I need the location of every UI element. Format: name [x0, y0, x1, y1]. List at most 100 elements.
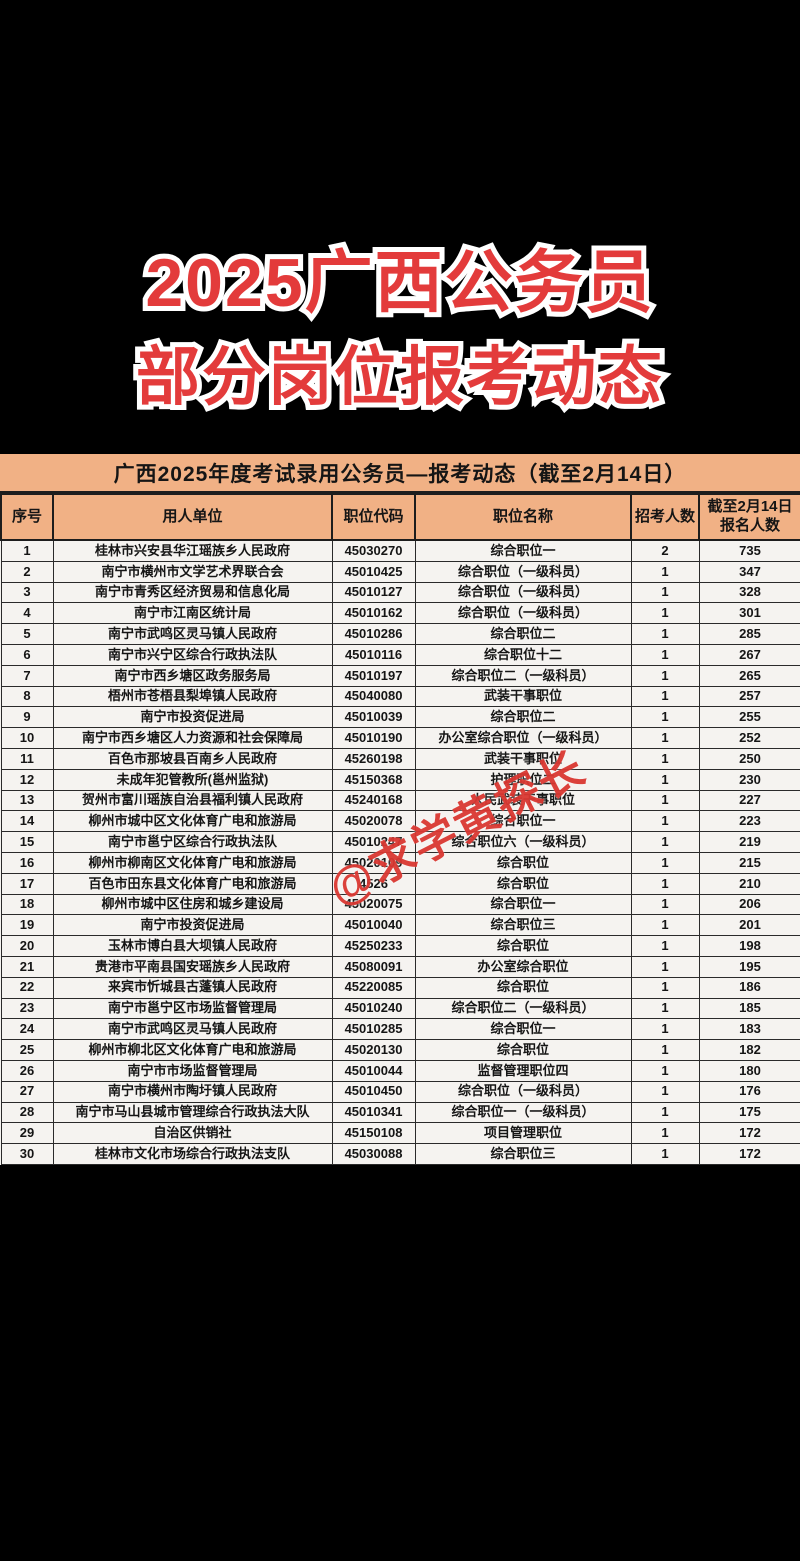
cell-index: 22 [0, 976, 54, 999]
cell-employer: 未成年犯管教所(邕州监狱) [52, 768, 333, 791]
table-row: 6 南宁市兴宁区综合行政执法队 45010116 综合职位十二 1 267 [0, 643, 800, 666]
cell-index: 19 [0, 914, 54, 937]
cell-position: 综合职位三 [414, 914, 632, 937]
cell-position: 综合职位十二 [414, 643, 632, 666]
cell-index: 10 [0, 727, 54, 749]
table-row: 4 南宁市江南区统计局 45010162 综合职位（一级科员） 1 301 [0, 602, 800, 625]
cell-employer: 南宁市兴宁区综合行政执法队 [52, 643, 333, 666]
cell-employer: 柳州市柳南区文化体育广电和旅游局 [52, 851, 333, 874]
cell-position: 综合职位一 [414, 539, 632, 562]
cell-index: 17 [0, 872, 54, 895]
cell-position: 综合职位 [414, 872, 632, 895]
cell-position: 综合职位（一级科员） [414, 560, 632, 583]
roster-sheet: 广西2025年度考试录用公务员—报考动态（截至2月14日） 序号 用人单位 职位… [0, 454, 800, 1165]
cell-employer: 南宁市西乡塘区政务服务局 [52, 664, 333, 687]
table-row: 11 百色市那坡县百南乡人民政府 45260198 武装干事职位 1 250 [0, 747, 800, 770]
cell-position: 监督管理职位四 [414, 1059, 632, 1082]
cell-employer: 南宁市市场监督管理局 [52, 1059, 333, 1082]
cell-applicants: 172 [698, 1143, 800, 1165]
cell-position: 综合职位（一级科员） [414, 581, 632, 604]
cell-openings: 1 [630, 914, 700, 937]
cell-openings: 1 [630, 935, 700, 957]
cell-employer: 南宁市武鸣区灵马镇人民政府 [52, 1018, 333, 1041]
cell-openings: 1 [630, 831, 700, 853]
cell-index: 18 [0, 893, 54, 916]
column-header-position: 职位名称 [414, 493, 632, 541]
hero-title-line2-text: 部分岗位报考动态 [136, 341, 664, 413]
table-row: 18 柳州市城中区住房和城乡建设局 45020075 综合职位一 1 206 [0, 893, 800, 916]
cell-employer: 桂林市兴安县华江瑶族乡人民政府 [52, 539, 333, 562]
cell-applicants: 265 [698, 664, 800, 687]
cell-applicants: 180 [698, 1059, 800, 1082]
cell-code: 45010285 [331, 1018, 416, 1041]
cell-employer: 柳州市柳北区文化体育广电和旅游局 [52, 1039, 333, 1061]
cell-applicants: 201 [698, 914, 800, 937]
cell-index: 9 [0, 706, 54, 729]
cell-openings: 1 [630, 1122, 700, 1145]
cell-code: 45240168 [331, 789, 416, 812]
cell-applicants: 172 [698, 1122, 800, 1145]
cell-openings: 1 [630, 851, 700, 874]
cell-index: 27 [0, 1080, 54, 1103]
cell-index: 6 [0, 643, 54, 666]
cell-applicants: 328 [698, 581, 800, 604]
table-header-row: 序号 用人单位 职位代码 职位名称 招考人数 截至2月14日 报名人数 [0, 493, 800, 541]
cell-index: 15 [0, 831, 54, 853]
cell-position: 综合职位一 [414, 893, 632, 916]
cell-code: 45080091 [331, 955, 416, 978]
cell-applicants: 250 [698, 747, 800, 770]
cell-index: 16 [0, 851, 54, 874]
cell-employer: 柳州市城中区文化体育广电和旅游局 [52, 810, 333, 833]
cell-openings: 1 [630, 602, 700, 625]
cell-applicants: 257 [698, 685, 800, 708]
table-row: 8 梧州市苍梧县梨埠镇人民政府 45040080 武装干事职位 1 257 [0, 685, 800, 708]
table-row: 29 自治区供销社 45150108 项目管理职位 1 172 [0, 1122, 800, 1145]
cell-index: 13 [0, 789, 54, 812]
cell-code: 45010286 [331, 623, 416, 645]
table-row: 15 南宁市邕宁区综合行政执法队 45010247 综合职位六（一级科员） 1 219 [0, 831, 800, 853]
cell-openings: 1 [630, 685, 700, 708]
cell-index: 8 [0, 685, 54, 708]
table-row: 23 南宁市邕宁区市场监督管理局 45010240 综合职位二（一级科员） 1 185 [0, 997, 800, 1020]
cell-applicants: 186 [698, 976, 800, 999]
table-row: 7 南宁市西乡塘区政务服务局 45010197 综合职位二（一级科员） 1 265 [0, 664, 800, 687]
cell-position: 武装干事职位 [414, 685, 632, 708]
cell-position: 综合职位（一级科员） [414, 1080, 632, 1103]
hero-title-line1-outline: 2025广西公务员 [140, 242, 657, 324]
cell-index: 20 [0, 935, 54, 957]
cell-code: 45010425 [331, 560, 416, 583]
cell-index: 26 [0, 1059, 54, 1082]
cell-openings: 1 [630, 1039, 700, 1061]
cell-openings: 1 [630, 1059, 700, 1082]
column-header-openings: 招考人数 [630, 493, 700, 541]
table-row: 1 桂林市兴安县华江瑶族乡人民政府 45030270 综合职位一 2 735 [0, 539, 800, 562]
table-row: 13 贺州市富川瑶族自治县福利镇人民政府 45240168 人民武装干事职位 1 227 [0, 789, 800, 812]
cell-position: 综合职位 [414, 976, 632, 999]
cell-employer: 南宁市投资促进局 [52, 914, 333, 937]
cell-applicants: 285 [698, 623, 800, 645]
cell-index: 25 [0, 1039, 54, 1061]
cell-code: 45040080 [331, 685, 416, 708]
cell-openings: 1 [630, 706, 700, 729]
cell-applicants: 183 [698, 1018, 800, 1041]
hero-title-line2: 部分岗位报考动态 部分岗位报考动态 [0, 338, 800, 415]
cell-position: 办公室综合职位 [414, 955, 632, 978]
cell-index: 24 [0, 1018, 54, 1041]
table-row: 27 南宁市横州市陶圩镇人民政府 45010450 综合职位（一级科员） 1 176 [0, 1080, 800, 1103]
cell-employer: 南宁市横州市陶圩镇人民政府 [52, 1080, 333, 1103]
cell-employer: 南宁市横州市文学艺术界联合会 [52, 560, 333, 583]
cell-employer: 玉林市博白县大坝镇人民政府 [52, 935, 333, 957]
table-row: 19 南宁市投资促进局 45010040 综合职位三 1 201 [0, 914, 800, 937]
cell-openings: 1 [630, 893, 700, 916]
cell-position: 综合职位（一级科员） [414, 602, 632, 625]
cell-code: 45010197 [331, 664, 416, 687]
cell-position: 综合职位三 [414, 1143, 632, 1165]
table-body: 1 桂林市兴安县华江瑶族乡人民政府 45030270 综合职位一 2 735 2 南宁市横州市… [0, 539, 800, 1165]
cell-index: 3 [0, 581, 54, 604]
column-header-applicants: 截至2月14日 报名人数 [698, 493, 800, 541]
cell-employer: 南宁市马山县城市管理综合行政执法大队 [52, 1101, 333, 1124]
cell-code: 45010240 [331, 997, 416, 1020]
cell-code: 45010190 [331, 727, 416, 749]
cell-index: 28 [0, 1101, 54, 1124]
cell-code: 45010044 [331, 1059, 416, 1082]
